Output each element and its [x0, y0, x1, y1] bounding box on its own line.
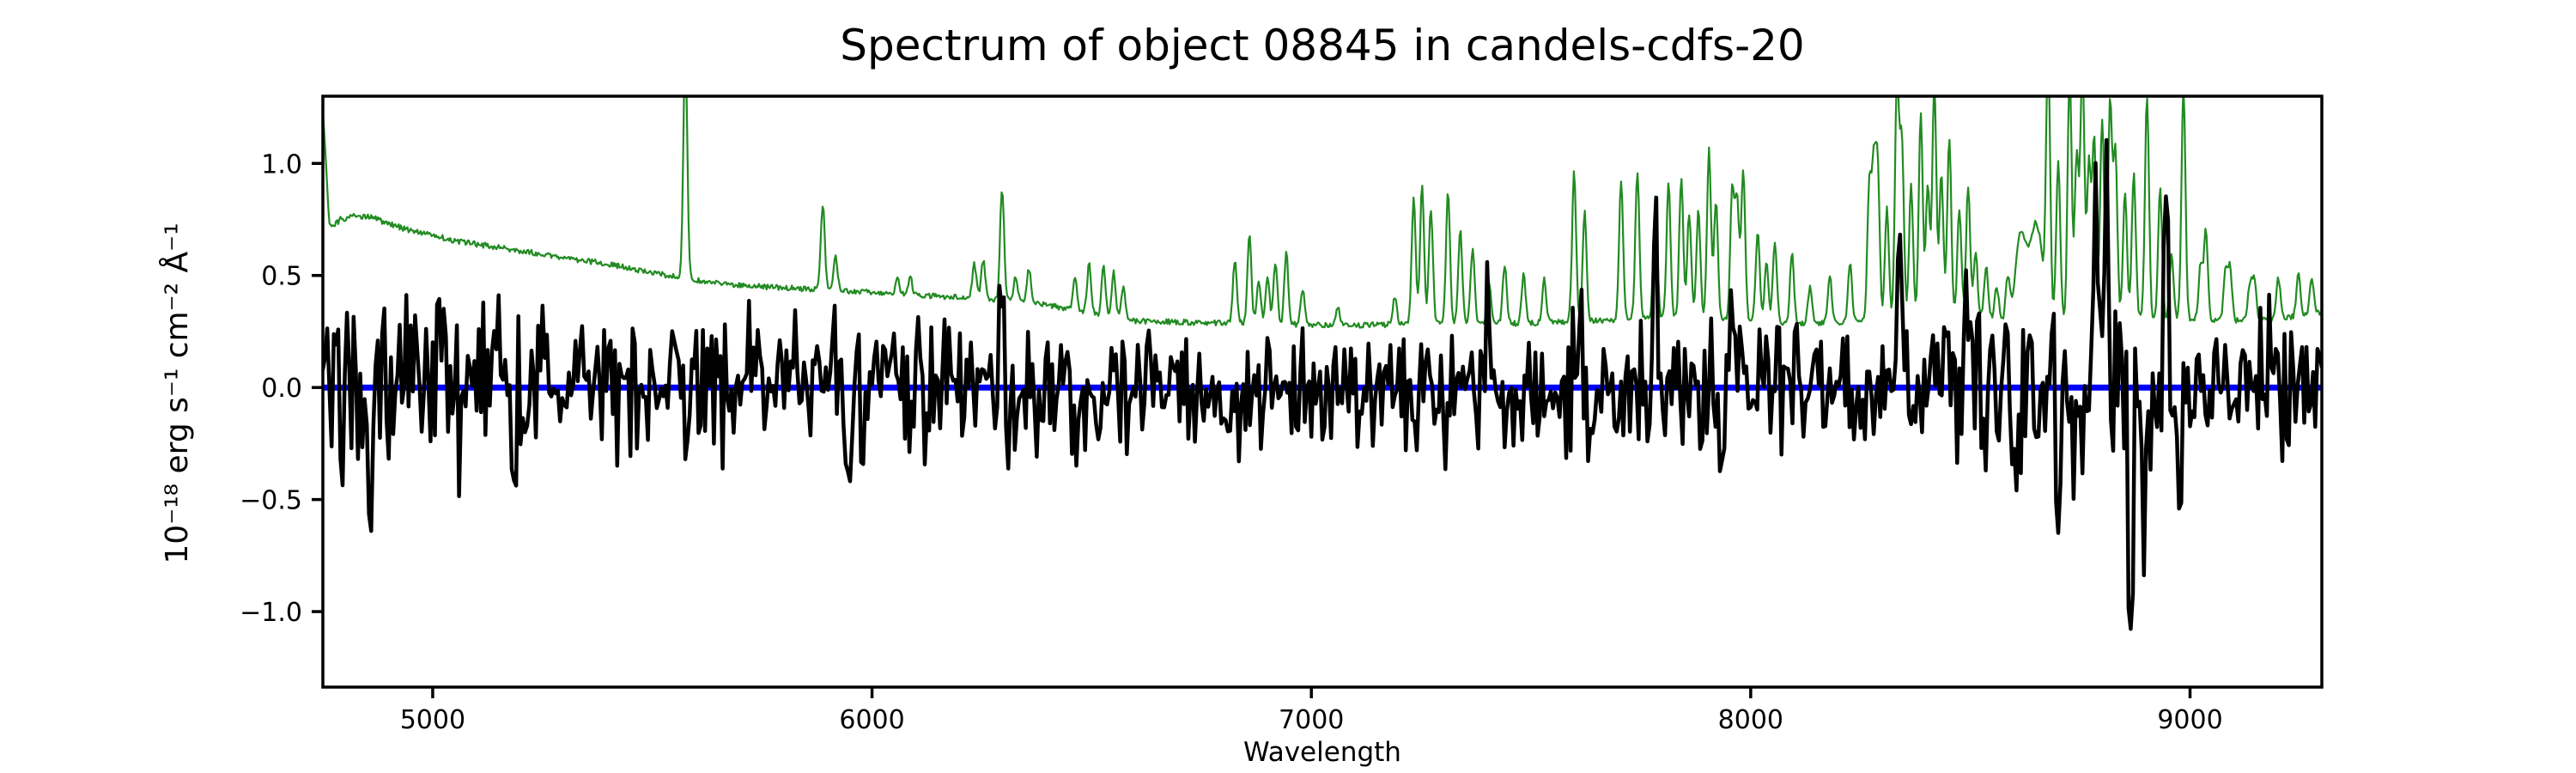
x-axis-label: Wavelength — [1243, 737, 1401, 768]
x-tick-label: 5000 — [400, 705, 465, 735]
y-axis-label: 10⁻¹⁸ erg s⁻¹ cm⁻² Å⁻¹ — [158, 222, 195, 563]
plot-title: Spectrum of object 08845 in candels-cdfs… — [840, 21, 1805, 70]
plot-series — [323, 96, 2322, 631]
x-tick-label: 8000 — [1718, 705, 1783, 735]
y-tick-label: 1.0 — [261, 149, 302, 180]
y-tick-label: −0.5 — [240, 486, 302, 516]
x-tick-label: 6000 — [839, 705, 904, 735]
x-tick-label: 9000 — [2157, 705, 2222, 735]
noise-spectrum-line — [323, 96, 2322, 329]
y-axis-ticks: 1.0 0.5 0.0 −0.5 −1.0 — [240, 149, 323, 628]
axes-frame — [321, 94, 2324, 689]
flux-spectrum-line — [323, 137, 2322, 631]
y-tick-label: 0.5 — [261, 262, 302, 292]
y-tick-label: −1.0 — [240, 598, 302, 628]
x-axis-ticks: 5000 6000 7000 8000 9000 — [400, 687, 2223, 735]
x-tick-label: 7000 — [1279, 705, 1344, 735]
y-tick-label: 0.0 — [261, 374, 302, 404]
